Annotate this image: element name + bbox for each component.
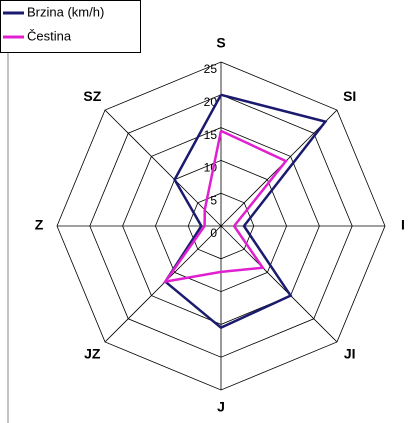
- tick-label: 5: [210, 193, 217, 207]
- category-label: JI: [344, 345, 356, 361]
- legend-label: Brzina (km/h): [27, 4, 104, 19]
- tick-label: 0: [210, 226, 217, 240]
- category-label: I: [401, 217, 405, 233]
- series-line: [163, 93, 328, 330]
- series-line: [162, 129, 288, 284]
- category-label: S: [216, 35, 225, 51]
- category-label: SI: [343, 88, 356, 104]
- category-label: J: [217, 399, 225, 415]
- category-label: JZ: [84, 345, 101, 361]
- spoke: [220, 225, 338, 343]
- legend-label: Čestina: [27, 28, 72, 43]
- category-label: SZ: [83, 88, 101, 104]
- category-label: Z: [35, 217, 44, 233]
- tick-label: 15: [204, 128, 218, 142]
- legend-box: [0, 0, 141, 53]
- spoke: [104, 109, 222, 227]
- tick-label: 25: [204, 62, 218, 76]
- spoke: [104, 225, 222, 343]
